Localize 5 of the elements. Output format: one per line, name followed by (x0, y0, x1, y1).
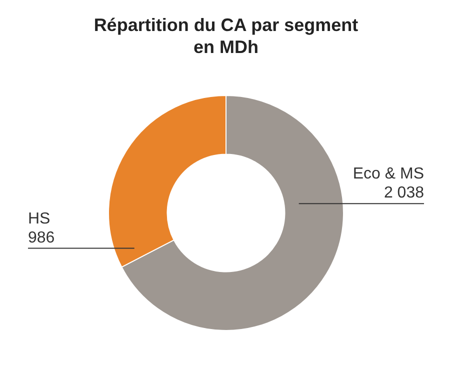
chart-title: Répartition du CA par segment en MDh (92, 14, 360, 58)
slice-label: HS (28, 210, 50, 228)
data-label: 986 (28, 229, 55, 246)
data-label: 2 038 (384, 184, 424, 202)
slice-label: Eco & MS (352, 166, 424, 183)
